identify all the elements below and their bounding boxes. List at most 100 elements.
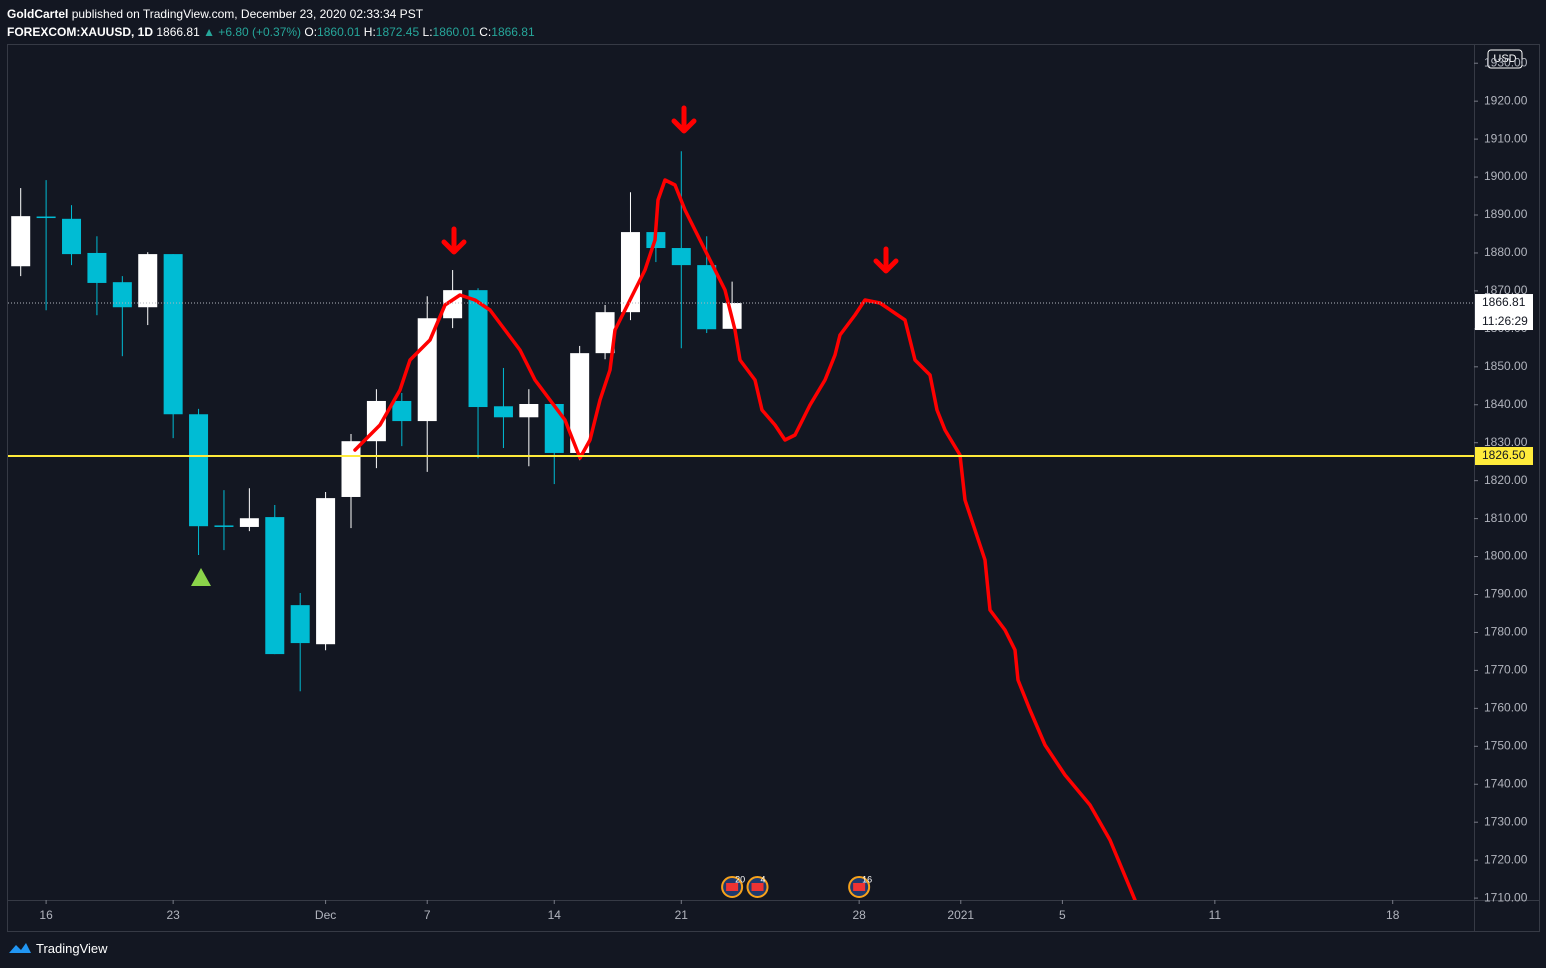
x-tick-label: 2021 <box>947 908 974 922</box>
y-tick-label: 1900.00 <box>1484 169 1528 183</box>
header: GoldCartel published on TradingView.com,… <box>7 5 535 41</box>
ohlc-key: L: <box>422 25 433 39</box>
countdown: 11:26:29 <box>1482 314 1528 328</box>
y-tick-label: 1780.00 <box>1484 625 1528 639</box>
event-flag <box>853 883 866 891</box>
x-tick-label: Dec <box>315 908 336 922</box>
ohlc-value: 1866.81 <box>491 25 535 39</box>
y-tick-label: 1920.00 <box>1484 93 1528 107</box>
y-tick-label: 1850.00 <box>1484 359 1528 373</box>
y-tick-label: 1910.00 <box>1484 131 1528 145</box>
y-tick-label: 1770.00 <box>1484 663 1528 677</box>
last: 1866.81 <box>156 25 200 39</box>
y-tick-label: 1750.00 <box>1484 738 1528 752</box>
ohlc-value: 1872.45 <box>375 25 420 39</box>
drawings <box>191 105 1137 900</box>
ohlc-key: H: <box>363 25 376 39</box>
y-tick-label: 1710.00 <box>1484 890 1528 904</box>
candle-body <box>595 312 615 354</box>
hline-label-box <box>1475 446 1533 465</box>
candle-body <box>265 517 285 655</box>
y-tick-label: 1870.00 <box>1484 283 1528 297</box>
x-tick-label: 18 <box>1386 908 1400 922</box>
y-tick-label: 1880.00 <box>1484 245 1528 259</box>
change: ▲ +6.80 (+0.37%) <box>203 25 302 39</box>
y-tick-label: 1740.00 <box>1484 776 1528 790</box>
forecast-curve <box>353 178 1137 900</box>
y-tick-label: 1720.00 <box>1484 852 1528 866</box>
candle-body <box>36 216 56 219</box>
candle-body <box>316 498 336 645</box>
y-tick-label: 1830.00 <box>1484 435 1528 449</box>
last-price-label: 1866.81 <box>1482 295 1526 309</box>
candle-body <box>493 406 513 418</box>
candle-body <box>239 518 259 527</box>
publish-line: GoldCartel published on TradingView.com,… <box>7 5 535 23</box>
y-tick-label: 1760.00 <box>1484 701 1528 715</box>
candles <box>11 151 742 692</box>
event-count: 20 <box>735 874 745 884</box>
arrow <box>441 226 467 255</box>
x-tick-label: 21 <box>675 908 689 922</box>
brand: TradingView <box>36 940 108 956</box>
event-flag <box>751 883 764 891</box>
y-tick-label: 1890.00 <box>1484 207 1528 221</box>
y-tick-label: 1810.00 <box>1484 511 1528 525</box>
event-count: 16 <box>862 874 872 884</box>
ohlc-key: C: <box>479 25 492 39</box>
y-tick-label: 1820.00 <box>1484 473 1528 487</box>
published: published on TradingView.com, December 2… <box>71 7 424 21</box>
y-tick-label: 1730.00 <box>1484 814 1528 828</box>
candle-body <box>697 265 717 330</box>
ohlc: O:1860.01 H:1872.45 L:1860.01 C:1866.81 <box>304 25 534 39</box>
y-tick-label: 1930.00 <box>1484 55 1528 69</box>
legend-line: FOREXCOM:XAUUSD, 1D 1866.81 ▲ +6.80 (+0.… <box>7 23 535 41</box>
x-tick-label: 14 <box>548 908 562 922</box>
candle-body <box>163 254 183 415</box>
hline-label: 1826.50 <box>1482 448 1526 462</box>
logo <box>9 943 31 953</box>
y-tick-label: 1840.00 <box>1484 397 1528 411</box>
candle-body <box>671 248 691 266</box>
last-price-box <box>1475 294 1533 331</box>
candle-body <box>392 400 412 422</box>
footer: TradingView <box>8 940 108 956</box>
y-tick-label: 1790.00 <box>1484 587 1528 601</box>
arrow <box>873 246 899 274</box>
arrows <box>441 105 899 274</box>
candle-body <box>290 605 310 644</box>
ohlc-key: O: <box>304 25 318 39</box>
y-tick-label: 1800.00 <box>1484 549 1528 563</box>
candle-body <box>11 216 31 267</box>
x-tick-label: 28 <box>852 908 866 922</box>
currency: USD <box>1493 53 1516 65</box>
candle-body <box>189 414 209 527</box>
x-tick-label: 16 <box>39 908 53 922</box>
ohlc-value: 1860.01 <box>317 25 361 39</box>
signal-triangle <box>191 568 211 586</box>
event-flag <box>726 883 739 891</box>
candle-body <box>112 282 132 308</box>
arrow <box>671 105 697 134</box>
candle-body <box>87 252 107 283</box>
x-tick-label: 7 <box>424 908 431 922</box>
candle-body <box>417 318 437 422</box>
candle-body <box>519 404 539 418</box>
x-tick-label: 23 <box>166 908 180 922</box>
x-tick-label: 5 <box>1059 908 1066 922</box>
currency-box <box>1487 49 1523 69</box>
candle-body <box>62 218 82 255</box>
candle-body <box>468 290 488 408</box>
symbol: FOREXCOM:XAUUSD, 1D <box>7 25 154 39</box>
author: GoldCartel <box>7 7 69 21</box>
candle-body <box>570 353 590 453</box>
candle-body <box>214 525 234 527</box>
x-tick-label: 11 <box>1209 908 1222 922</box>
candle-body <box>544 404 564 453</box>
ohlc-value: 1860.01 <box>432 25 476 39</box>
event-count: 4 <box>761 874 766 884</box>
candle-body <box>138 254 158 308</box>
frame <box>7 44 1540 932</box>
